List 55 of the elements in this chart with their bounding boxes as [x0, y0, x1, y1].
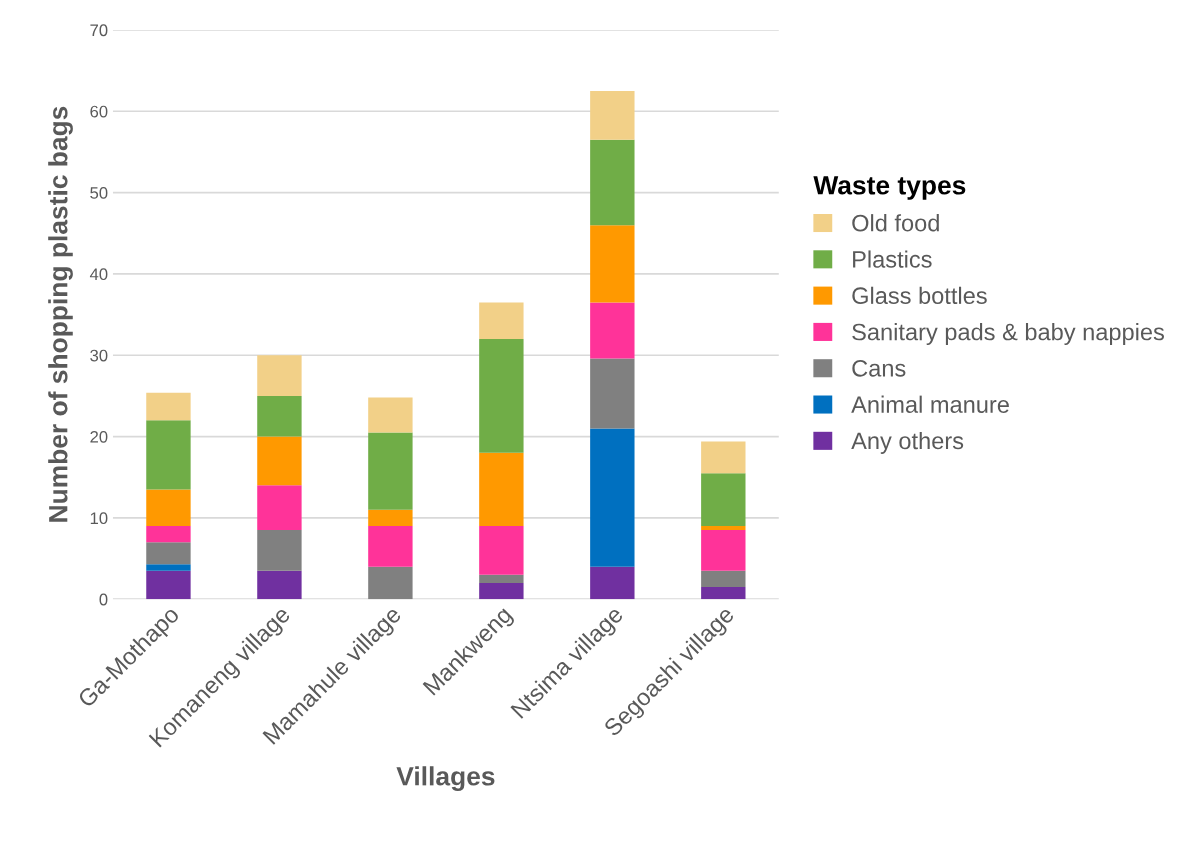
- bar: [146, 489, 191, 527]
- bar: [479, 526, 524, 575]
- legend-label: Old food: [852, 214, 939, 232]
- legend-label: Sanitary pads & baby nappies: [852, 323, 1164, 346]
- bar: [146, 542, 191, 565]
- y-tick-label: 0: [99, 593, 108, 606]
- y-tick-label: 70: [90, 24, 108, 37]
- bar: [590, 225, 635, 303]
- y-tick-label: 60: [90, 105, 108, 118]
- y-tick-label: 40: [89, 268, 108, 281]
- bar: [257, 395, 302, 437]
- bar: [701, 473, 746, 527]
- bar: [590, 566, 635, 600]
- bar: [368, 397, 413, 433]
- legend-label: Glass bottles: [852, 286, 987, 305]
- bar: [257, 485, 302, 531]
- bar: [146, 564, 191, 571]
- legend-label: Any others: [851, 431, 964, 454]
- bar: [479, 338, 524, 453]
- bar: [146, 570, 191, 600]
- y-tick-label: 10: [90, 512, 108, 525]
- bar: [257, 436, 302, 486]
- bar: [701, 530, 746, 571]
- bar: [701, 587, 746, 600]
- bar: [479, 574, 524, 583]
- bar: [590, 139, 635, 226]
- legend-label: Cans: [852, 359, 906, 377]
- bar: [701, 570, 746, 587]
- legend-label: Plastics: [853, 250, 932, 268]
- bar: [368, 526, 413, 567]
- bar: [590, 302, 635, 359]
- y-tick-label: 50: [90, 187, 108, 199]
- bar: [479, 452, 524, 527]
- bar: [146, 420, 191, 490]
- bar: [590, 90, 635, 140]
- bar: [368, 509, 413, 527]
- y-axis-title: Number of shopping plastic bags: [48, 106, 73, 522]
- bar: [146, 392, 191, 421]
- bar: [479, 582, 524, 600]
- legend-label: Animal manure: [851, 395, 1009, 413]
- bar: [257, 355, 302, 396]
- bar: [701, 526, 746, 531]
- bar: [590, 358, 635, 429]
- y-tick-label: 20: [90, 430, 108, 443]
- bar: [479, 302, 524, 339]
- bar: [368, 432, 413, 510]
- bar: [368, 566, 413, 600]
- legend-title: Waste types: [813, 176, 966, 200]
- bar: [257, 530, 302, 571]
- x-axis-title: Villages: [396, 766, 495, 791]
- bar: [257, 570, 302, 600]
- y-tick-label: 30: [90, 349, 108, 362]
- bar: [590, 428, 635, 567]
- bar: [146, 526, 191, 543]
- bar: [701, 441, 746, 474]
